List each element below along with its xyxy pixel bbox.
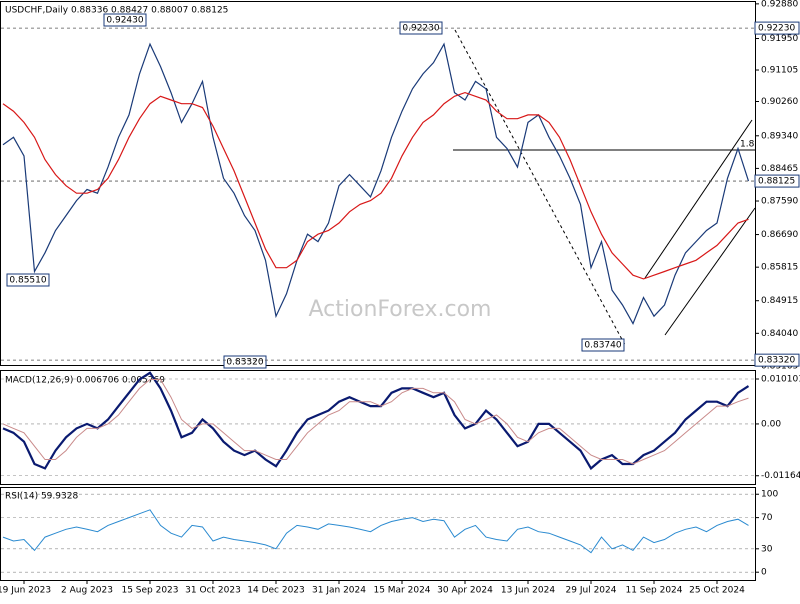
price-tag — [754, 353, 800, 367]
x-tick-label: 2 Aug 2023 — [61, 586, 113, 596]
y-tick-label: 0.86690 — [761, 230, 798, 240]
series-line — [2, 91, 749, 280]
annotation: 0.92230 — [402, 24, 439, 34]
y-tick-label: 0.90260 — [761, 97, 798, 107]
x-tick-label: 31 Oct 2023 — [185, 586, 241, 596]
series-line — [2, 371, 750, 471]
annotation: 0.92430 — [106, 16, 143, 26]
y-tick-label: 100 — [761, 490, 778, 500]
channel-line — [644, 119, 753, 279]
y-tick-label: 0.91950 — [761, 34, 798, 44]
annotation: 1.8 — [740, 140, 755, 150]
series-line — [2, 379, 749, 465]
price-tag-label: 0.92230 — [758, 24, 795, 34]
series-line — [2, 509, 749, 554]
y-tick-label: 0.84915 — [761, 296, 798, 306]
watermark: ActionForex.com — [309, 297, 492, 322]
x-tick-label: 30 Apr 2024 — [437, 586, 493, 596]
macd-title: MACD(12,26,9) 0.006706 0.005769 — [5, 376, 165, 386]
y-tick-label: 70 — [761, 513, 773, 523]
x-tick-label: 11 Sep 2024 — [625, 586, 682, 596]
price-tag-label: 0.83320 — [758, 356, 795, 366]
price-tag-label: 0.88125 — [758, 177, 795, 187]
y-tick-label: 0.00 — [761, 419, 781, 429]
annotation: 0.83320 — [226, 358, 263, 368]
y-tick-label: 30 — [761, 544, 773, 554]
price-tag — [754, 21, 800, 35]
y-tick-label: -0.011645 — [761, 471, 800, 481]
rsi-title: RSI(14) 59.9328 — [5, 492, 78, 502]
x-tick-label: 25 Oct 2024 — [689, 586, 745, 596]
x-tick-label: 31 Jan 2024 — [312, 586, 366, 596]
y-tick-label: 0 — [761, 568, 767, 578]
y-tick-label: 0.84040 — [761, 329, 798, 339]
rsi-panel — [0, 487, 756, 581]
annotation: 0.85510 — [9, 276, 46, 286]
x-tick-label: 15 Mar 2024 — [373, 586, 430, 596]
x-tick-label: 14 Dec 2023 — [247, 586, 305, 596]
macd-panel — [0, 370, 756, 485]
y-tick-label: 0.92880 — [761, 0, 798, 9]
x-tick-label: 15 Sep 2023 — [121, 586, 178, 596]
price-title: USDCHF,Daily 0.88336 0.88427 0.88007 0.8… — [5, 6, 228, 16]
x-tick-label: 29 Jul 2024 — [566, 586, 617, 596]
price-tag — [754, 174, 800, 188]
annotation: 0.83740 — [584, 341, 621, 351]
y-tick-label: 0.88465 — [761, 164, 798, 174]
y-tick-label: 0.89340 — [761, 131, 798, 141]
y-tick-label: 0.85815 — [761, 263, 798, 273]
y-tick-label: 0.87590 — [761, 197, 798, 207]
y-tick-label: 0.91105 — [761, 66, 798, 76]
x-tick-label: 13 Jun 2024 — [501, 586, 555, 596]
y-tick-label: 0.010101 — [761, 375, 800, 385]
x-tick-label: 19 Jun 2023 — [0, 586, 51, 596]
series-line — [2, 42, 750, 325]
channel-line — [664, 207, 756, 336]
